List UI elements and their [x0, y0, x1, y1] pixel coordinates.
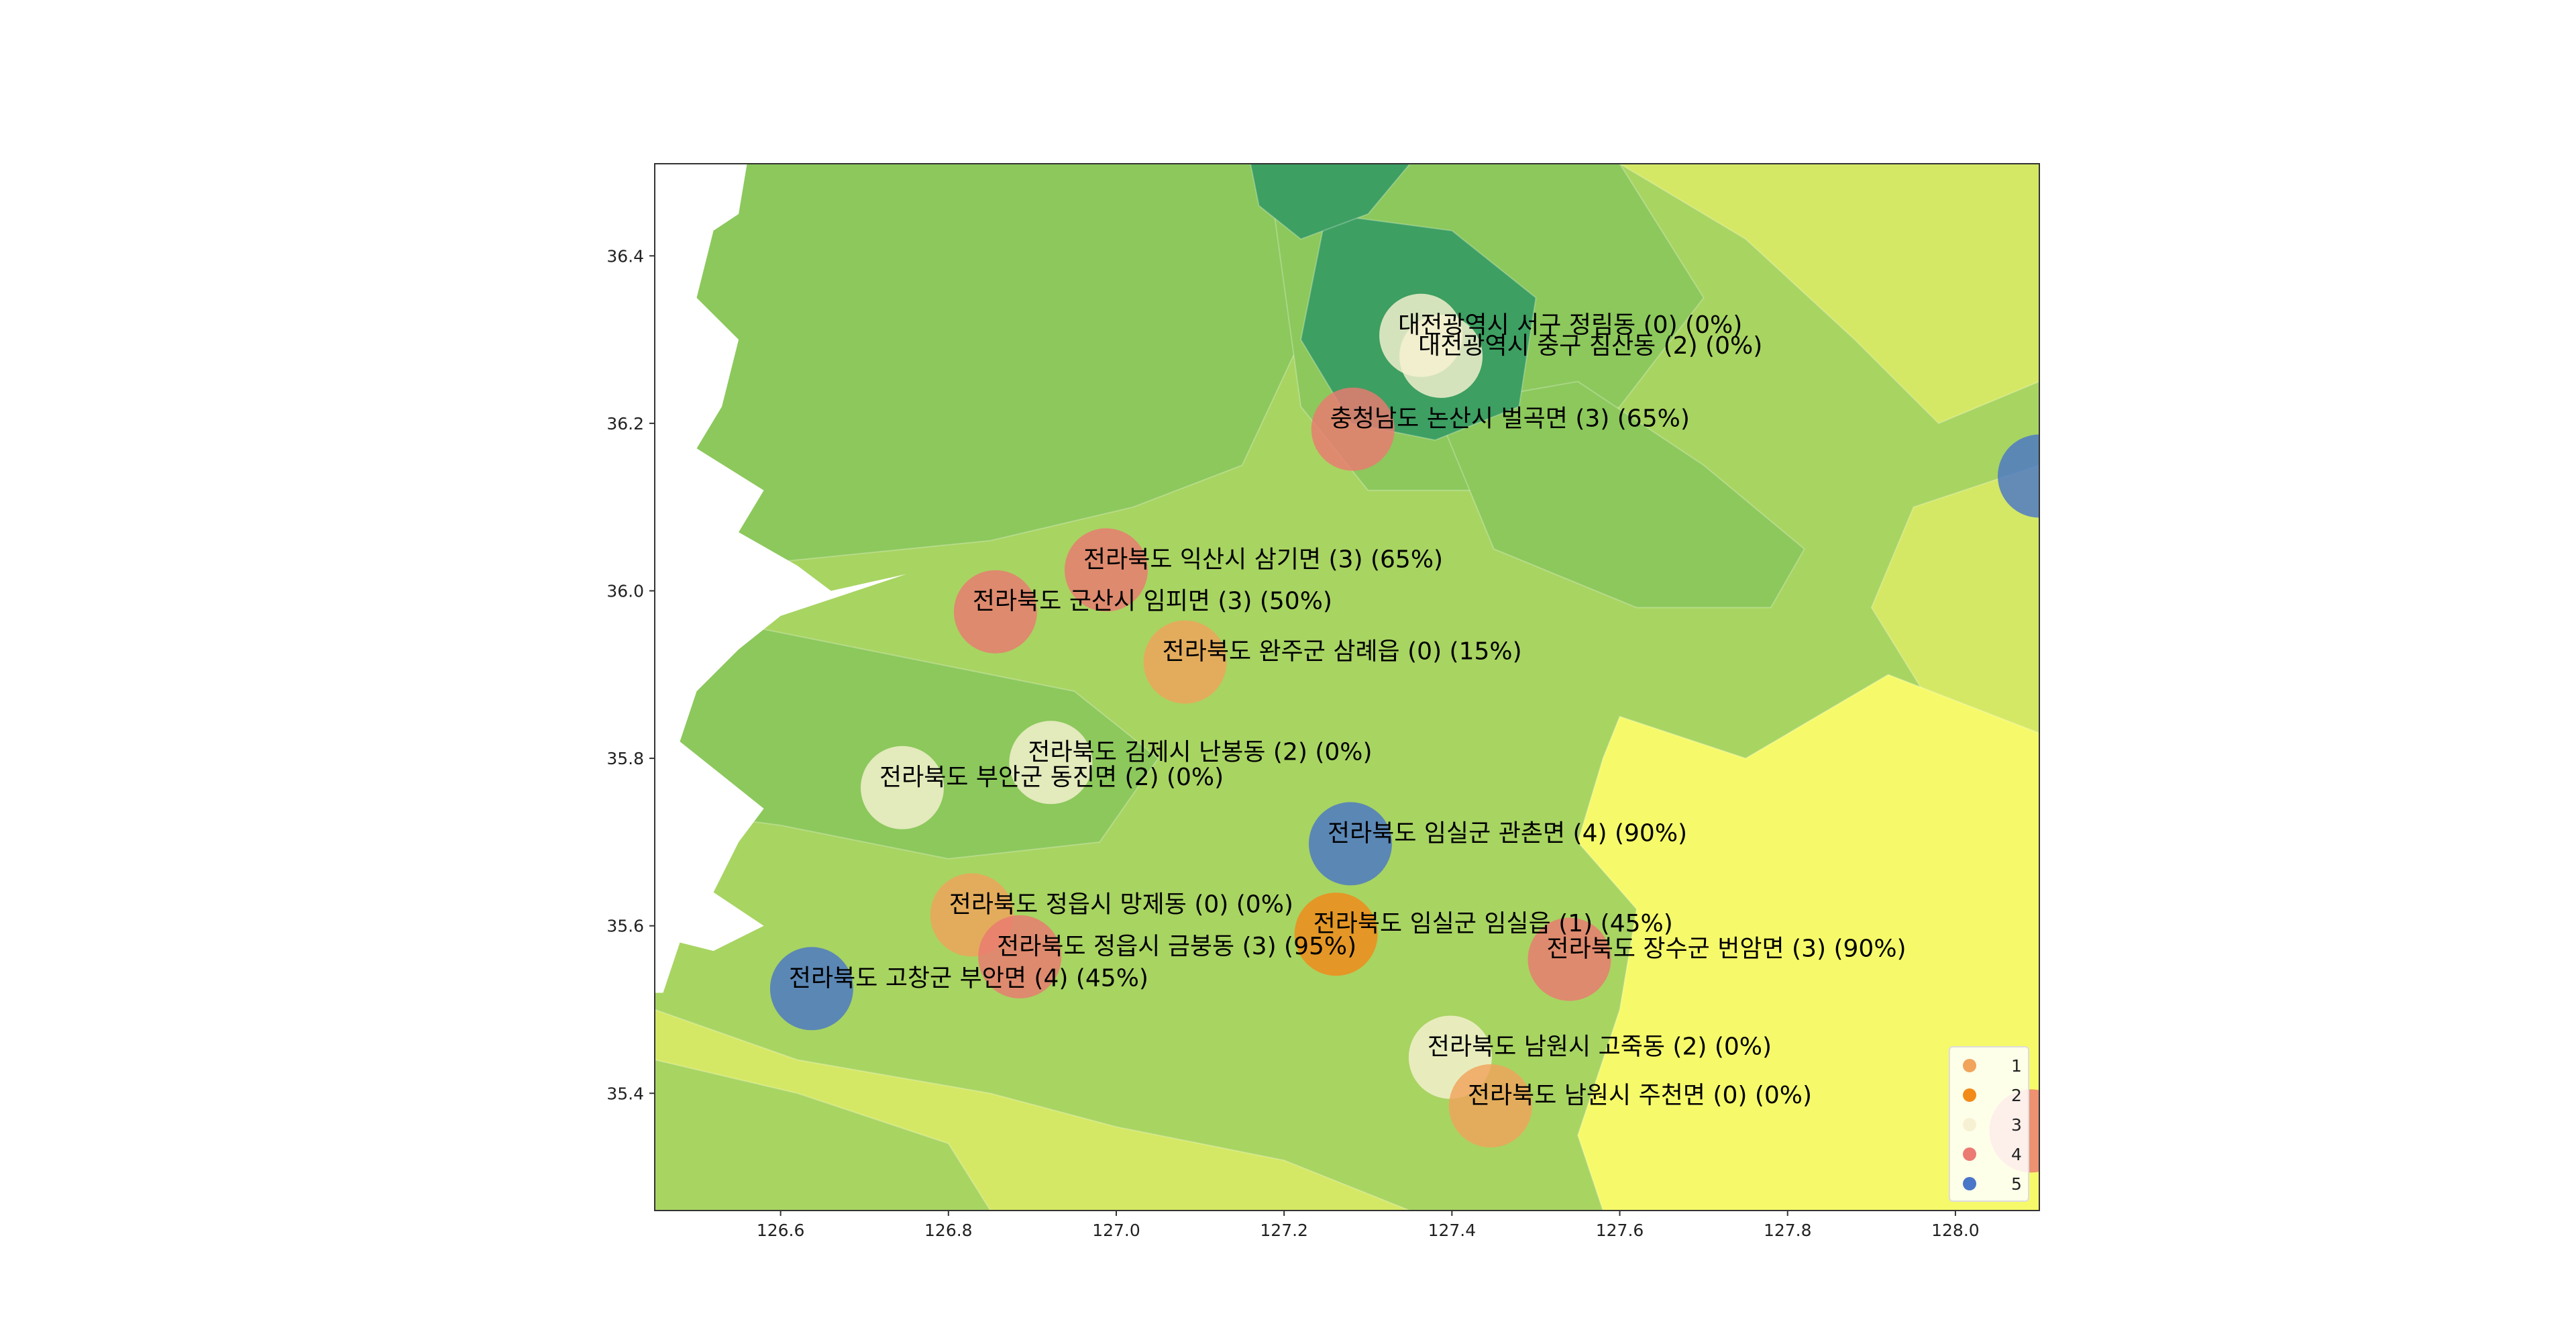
label-layer: 대전광역시 서구 정림동 (0) (0%)대전광역시 중구 침산동 (2) (0… [789, 311, 1907, 1109]
marker-label-3: 충청남도 논산시 벌곡면 (3) (65%) [1330, 405, 1690, 433]
marker-label-12: 전라북도 임실군 임실읍 (1) (45%) [1313, 910, 1673, 937]
y-tick-label-3: 36.0 [606, 581, 644, 601]
legend-marker-1 [1963, 1059, 1976, 1072]
marker-label-5: 전라북도 익산시 삼기면 (3) (65%) [1083, 546, 1443, 573]
marker-label-6: 전라북도 군산시 임피면 (3) (50%) [973, 588, 1332, 615]
basemap-regions [655, 164, 2039, 1211]
x-tick-label-4: 127.4 [1428, 1221, 1477, 1240]
region-gyeongnam-yellow [1576, 674, 2039, 1211]
legend-label-1: 1 [2011, 1056, 2022, 1076]
plot-frame [654, 163, 2040, 1211]
x-tick-label-5: 127.6 [1596, 1221, 1644, 1240]
marker-13 [1527, 917, 1611, 1001]
marker-6 [953, 570, 1037, 654]
x-tick-label-7: 128.0 [1931, 1221, 1980, 1240]
marker-label-2: 대전광역시 중구 침산동 (2) (0%) [1418, 332, 1762, 360]
legend-marker-3 [1963, 1118, 1976, 1131]
region-north-east [1618, 164, 2039, 425]
marker-4 [1998, 434, 2039, 518]
marker-label-8: 전라북도 김제시 난봉동 (2) (0%) [1028, 738, 1372, 766]
marker-9 [861, 746, 944, 829]
y-tick-label-5: 36.4 [606, 246, 644, 266]
marker-label-16: 전라북도 남원시 고죽동 (2) (0%) [1428, 1033, 1772, 1061]
x-axis: 126.6 126.8 127.0 127.2 127.4 127.6 127.8 128.0 [757, 1211, 1980, 1240]
legend-marker-4 [1963, 1147, 1976, 1161]
legend-label-2: 2 [2011, 1086, 2022, 1105]
legend-label-4: 4 [2011, 1145, 2022, 1164]
marker-label-15: 전라북도 고창군 부안면 (4) (45%) [789, 964, 1148, 992]
marker-5 [1065, 528, 1148, 612]
marker-label-14: 전라북도 정읍시 금붕동 (3) (95%) [997, 933, 1356, 960]
marker-2 [1399, 315, 1483, 398]
y-tick-label-0: 35.4 [606, 1084, 644, 1103]
x-tick-label-2: 127.0 [1092, 1221, 1140, 1240]
marker-label-13: 전라북도 장수군 번암면 (3) (90%) [1547, 935, 1907, 963]
legend-label-5: 5 [2011, 1174, 2022, 1194]
marker-12 [1294, 892, 1378, 976]
marker-layer [769, 293, 2039, 1173]
marker-label-17: 전라북도 남원시 주천면 (0) (0%) [1468, 1082, 1812, 1109]
marker-15 [769, 947, 853, 1031]
x-tick-label-6: 127.8 [1764, 1221, 1812, 1240]
x-tick-label-0: 126.6 [757, 1221, 805, 1240]
marker-label-11: 전라북도 정읍시 망제동 (0) (0%) [949, 891, 1293, 919]
marker-14 [978, 915, 1062, 998]
legend-marker-2 [1963, 1088, 1976, 1102]
region-south-west [655, 1059, 991, 1211]
marker-8 [1009, 721, 1093, 805]
marker-label-10: 전라북도 임실군 관촌면 (4) (90%) [1328, 819, 1687, 847]
legend-marker-5 [1963, 1177, 1976, 1190]
y-axis: 35.4 35.6 35.8 36.0 36.2 36.4 [606, 246, 655, 1103]
x-tick-label-1: 126.8 [924, 1221, 973, 1240]
marker-label-7: 전라북도 완주군 삼례읍 (0) (15%) [1163, 638, 1522, 666]
marker-17 [1448, 1064, 1532, 1147]
y-tick-label-1: 35.6 [606, 917, 644, 936]
region-center-east [1434, 380, 1805, 609]
region-sejong [1250, 164, 1411, 240]
sea-area [655, 164, 907, 993]
y-tick-label-4: 36.2 [606, 414, 644, 433]
y-tick-label-2: 35.8 [606, 749, 644, 768]
map-panel: 대전광역시 서구 정림동 (0) (0%)대전광역시 중구 침산동 (2) (0… [655, 164, 2039, 1211]
legend-label-3: 3 [2011, 1115, 2022, 1135]
marker-3 [1311, 387, 1395, 471]
x-tick-label-3: 127.2 [1260, 1221, 1308, 1240]
marker-label-1: 대전광역시 서구 정림동 (0) (0%) [1398, 311, 1742, 339]
legend-box [1949, 1046, 2029, 1202]
legend: 1 2 3 4 5 [1949, 1046, 2029, 1202]
marker-label-9: 전라북도 부안군 동진면 (2) (0%) [879, 764, 1224, 791]
marker-10 [1309, 802, 1392, 886]
marker-7 [1143, 620, 1227, 704]
